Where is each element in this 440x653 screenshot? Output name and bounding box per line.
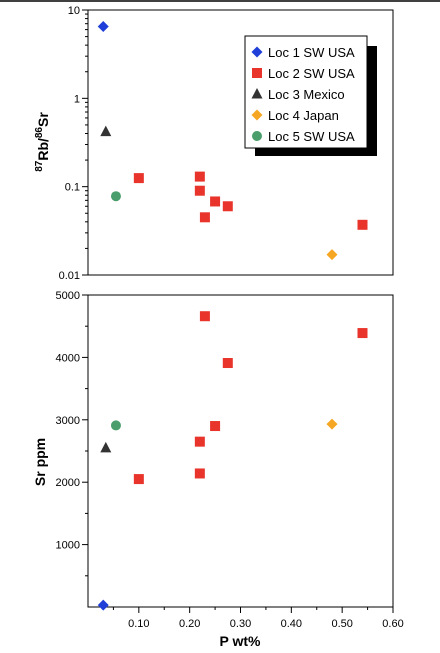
x-tick-label: 0.60 bbox=[382, 618, 403, 630]
x-tick-label: 0.50 bbox=[331, 618, 352, 630]
top-data-point bbox=[357, 219, 368, 230]
top-data-points bbox=[97, 21, 368, 261]
bottom-data-point bbox=[97, 599, 109, 611]
legend: Loc 1 SW USA Loc 2 SW USA Loc 3 Mexico Loc … bbox=[244, 35, 377, 156]
bottom-data-point bbox=[199, 311, 210, 322]
bottom-y-tick-label: 3000 bbox=[56, 415, 80, 427]
bottom-x-ticks: 0.10 0.20 0.30 0.40 0.50 0.60 bbox=[112, 607, 404, 630]
legend-label: Loc 3 Mexico bbox=[268, 87, 345, 102]
legend-item: Loc 5 SW USA bbox=[252, 129, 355, 144]
bottom-data-point bbox=[100, 441, 112, 453]
bottom-data-point bbox=[194, 436, 205, 447]
bottom-data-points bbox=[97, 311, 368, 611]
top-data-point bbox=[133, 173, 144, 184]
x-tick-label: 0.30 bbox=[230, 618, 251, 630]
legend-box bbox=[244, 35, 368, 149]
legend-label: Loc 5 SW USA bbox=[268, 129, 355, 144]
bottom-data-point bbox=[357, 328, 368, 339]
top-y-tick-label: 0.1 bbox=[65, 182, 80, 194]
legend-item: Loc 1 SW USA bbox=[251, 45, 355, 60]
legend-item: Loc 4 Japan bbox=[251, 108, 339, 123]
bottom-y-tick-label: 5000 bbox=[56, 290, 80, 302]
legend-item: Loc 2 SW USA bbox=[252, 66, 355, 81]
legend-marker bbox=[251, 109, 263, 121]
bottom-plot-frame bbox=[87, 294, 394, 608]
bottom-data-point bbox=[110, 420, 121, 431]
top-y-tick-label: 10 bbox=[68, 5, 80, 17]
bottom-data-point bbox=[210, 421, 221, 432]
bottom-data-point bbox=[133, 474, 144, 485]
legend-label: Loc 4 Japan bbox=[268, 108, 339, 123]
top-data-point bbox=[110, 191, 121, 202]
top-data-point bbox=[100, 125, 112, 137]
legend-label: Loc 2 SW USA bbox=[268, 66, 355, 81]
bottom-y-tick-label: 2000 bbox=[56, 477, 80, 489]
bottom-data-point bbox=[222, 358, 233, 369]
top-y-axis-label: 87Rb/86Sr bbox=[34, 112, 51, 172]
top-data-point bbox=[222, 201, 233, 212]
top-plot-frame bbox=[87, 9, 394, 276]
bottom-data-point bbox=[326, 418, 338, 430]
x-tick-label: 0.40 bbox=[281, 618, 302, 630]
top-data-point bbox=[97, 21, 109, 33]
legend-label: Loc 1 SW USA bbox=[268, 45, 355, 60]
x-tick-label: 0.10 bbox=[128, 618, 149, 630]
bottom-y-tick-label: 4000 bbox=[56, 352, 80, 364]
legend-marker bbox=[252, 68, 262, 78]
top-data-point bbox=[199, 212, 210, 223]
top-data-point bbox=[210, 196, 221, 207]
bottom-y-ticks: 1000 2000 3000 4000 5000 bbox=[56, 290, 88, 577]
bottom-y-axis-label: Sr ppm bbox=[32, 438, 48, 486]
top-y-tick-label: 0.01 bbox=[59, 270, 80, 282]
top-data-point bbox=[194, 185, 205, 196]
top-y-ticks: 0.01 0.1 1 10 bbox=[59, 5, 88, 282]
legend-item: Loc 3 Mexico bbox=[251, 87, 345, 102]
bottom-panel: 1000 2000 3000 4000 5000 0.10 0.20 0.30 0.40 0.5… bbox=[32, 290, 404, 649]
x-axis-label: P wt% bbox=[220, 633, 262, 649]
bottom-y-tick-label: 1000 bbox=[56, 540, 80, 552]
top-panel: 0.01 0.1 1 10 87Rb/86Sr Loc 1 SW USA Loc 2 S… bbox=[34, 5, 394, 282]
top-y-tick-label: 1 bbox=[74, 93, 80, 105]
legend-marker bbox=[251, 46, 263, 58]
legend-marker bbox=[251, 88, 263, 99]
x-tick-label: 0.20 bbox=[179, 618, 200, 630]
top-data-point bbox=[194, 171, 205, 182]
legend-marker bbox=[252, 131, 262, 141]
top-data-point bbox=[326, 249, 338, 261]
bottom-data-point bbox=[194, 468, 205, 479]
